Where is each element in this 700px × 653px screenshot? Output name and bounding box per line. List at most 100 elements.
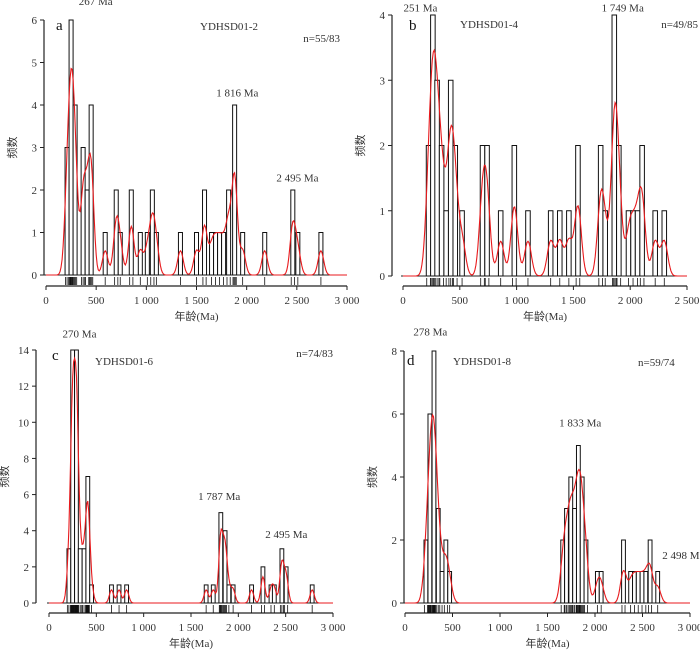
histogram-bar xyxy=(643,571,649,604)
histogram-bar xyxy=(177,232,183,276)
y-tick-label: 2 xyxy=(24,562,30,574)
y-tick-label: 2 xyxy=(32,185,38,197)
histogram-bar xyxy=(575,445,581,604)
y-axis-label: 频数 xyxy=(365,466,379,488)
histogram-bar xyxy=(579,476,585,604)
histogram-bar xyxy=(226,584,232,604)
y-tick-label: 0 xyxy=(24,598,30,610)
peak-age-label: 1 787 Ma xyxy=(198,491,240,503)
x-tick-label: 2 000 xyxy=(583,622,608,634)
x-tick-label: 2 000 xyxy=(618,295,643,307)
histogram-bar xyxy=(210,584,216,604)
x-axis-label: 年龄(Ma) xyxy=(175,309,219,323)
peak-age-label: 267 Ma xyxy=(79,0,113,8)
probability-density-curve xyxy=(403,48,687,277)
y-tick-label: 8 xyxy=(24,453,30,465)
y-axis-label: 频数 xyxy=(0,466,11,488)
histogram-bar xyxy=(602,210,608,277)
histogram-bar xyxy=(447,79,454,277)
histogram-bar xyxy=(153,232,159,276)
n-count-label: n=55/83 xyxy=(303,33,340,45)
histogram-bar xyxy=(262,232,268,276)
x-tick-label: 500 xyxy=(444,622,461,634)
histogram-bar xyxy=(625,210,632,277)
sample-name: YDHSD01-4 xyxy=(460,19,519,31)
histogram-bar xyxy=(72,104,78,276)
histogram-bar xyxy=(221,232,227,276)
histogram-bar xyxy=(497,210,504,277)
x-axis-label: 年龄(Ma) xyxy=(526,636,570,650)
histogram-bar xyxy=(443,210,449,277)
histogram-bar xyxy=(149,189,155,276)
histogram-bar xyxy=(439,571,445,604)
x-tick-label: 3 000 xyxy=(335,295,360,307)
sample-name: YDHSD01-8 xyxy=(453,356,512,368)
histogram-bar xyxy=(81,548,87,604)
x-tick-label: 1 000 xyxy=(131,622,156,634)
panel-a: 0 1 2 3 4 5 6 0 500 1 000 1 500 2 000 2 500 3 000 年龄(M… xyxy=(5,0,360,323)
x-tick-label: 3 000 xyxy=(678,622,700,634)
histogram-bar xyxy=(632,571,637,604)
y-tick-label: 5 xyxy=(32,58,38,70)
histogram-bar xyxy=(630,210,636,277)
x-tick-label: 2 500 xyxy=(273,622,298,634)
x-tick-label: 500 xyxy=(88,295,105,307)
x-tick-label: 1 500 xyxy=(535,622,560,634)
histogram-bar xyxy=(583,539,589,604)
y-tick-label: 0 xyxy=(380,271,386,283)
probability-density-curve xyxy=(46,67,347,276)
histogram-bar xyxy=(635,571,641,604)
histogram-bar xyxy=(447,571,453,604)
histogram-bar xyxy=(572,508,577,604)
peak-age-label: 2 495 Ma xyxy=(276,173,318,185)
histogram-bar xyxy=(435,508,441,604)
x-tick-label: 1 000 xyxy=(488,622,513,634)
histogram-bar xyxy=(484,145,490,277)
x-tick-label: 1 500 xyxy=(561,295,586,307)
y-tick-label: 4 xyxy=(392,472,398,484)
peak-age-label: 251 Ma xyxy=(404,3,438,15)
peak-age-label: 1 749 Ma xyxy=(602,3,644,15)
histogram-bar xyxy=(655,571,661,604)
histogram-bar xyxy=(74,349,79,604)
panel-c: 0 2 4 6 8 10 12 14 0 500 1 000 1 500 2 000 2 500 3 000… xyxy=(0,328,346,650)
histogram-bar xyxy=(318,232,324,276)
histogram-bar xyxy=(68,19,74,276)
n-count-label: n=74/83 xyxy=(296,348,333,360)
y-axis-label: 频数 xyxy=(353,135,367,157)
x-tick-label: 2 000 xyxy=(226,622,251,634)
histogram-bar xyxy=(594,571,600,604)
peak-age-label: 2 498 Ma xyxy=(662,550,700,562)
y-tick-label: 0 xyxy=(32,270,38,282)
y-tick-label: 1 xyxy=(380,206,386,218)
y-tick-label: 3 xyxy=(380,75,386,87)
peak-age-label: 270 Ma xyxy=(63,328,97,340)
y-tick-label: 1 xyxy=(32,228,38,240)
histogram-bar xyxy=(443,539,449,604)
y-tick-label: 2 xyxy=(392,535,398,547)
y-tick-label: 3 xyxy=(32,143,38,155)
n-count-label: n=49/85 xyxy=(661,19,698,31)
panel-letter: b xyxy=(409,18,417,34)
x-axis-label: 年龄(Ma) xyxy=(523,309,567,323)
x-tick-label: 2 500 xyxy=(630,622,655,634)
x-tick-label: 1 500 xyxy=(184,295,209,307)
x-tick-label: 1 000 xyxy=(504,295,529,307)
histogram-bar xyxy=(64,147,70,276)
n-count-label: n=59/74 xyxy=(638,357,675,369)
x-tick-label: 0 xyxy=(46,622,52,634)
sample-name: YDHSD01-2 xyxy=(200,21,258,33)
x-tick-label: 1 500 xyxy=(179,622,204,634)
peak-age-label: 278 Ma xyxy=(413,326,447,338)
histogram-bar xyxy=(566,210,572,277)
panel-letter: c xyxy=(52,348,59,364)
y-tick-label: 2 xyxy=(380,141,386,153)
x-tick-label: 2 500 xyxy=(284,295,309,307)
y-tick-label: 14 xyxy=(18,345,30,357)
x-axis-label: 年龄(Ma) xyxy=(169,636,213,650)
peak-age-label: 1 816 Ma xyxy=(216,88,258,100)
y-tick-label: 6 xyxy=(392,409,398,421)
histogram-bar xyxy=(639,571,645,604)
x-tick-label: 1 000 xyxy=(134,295,159,307)
